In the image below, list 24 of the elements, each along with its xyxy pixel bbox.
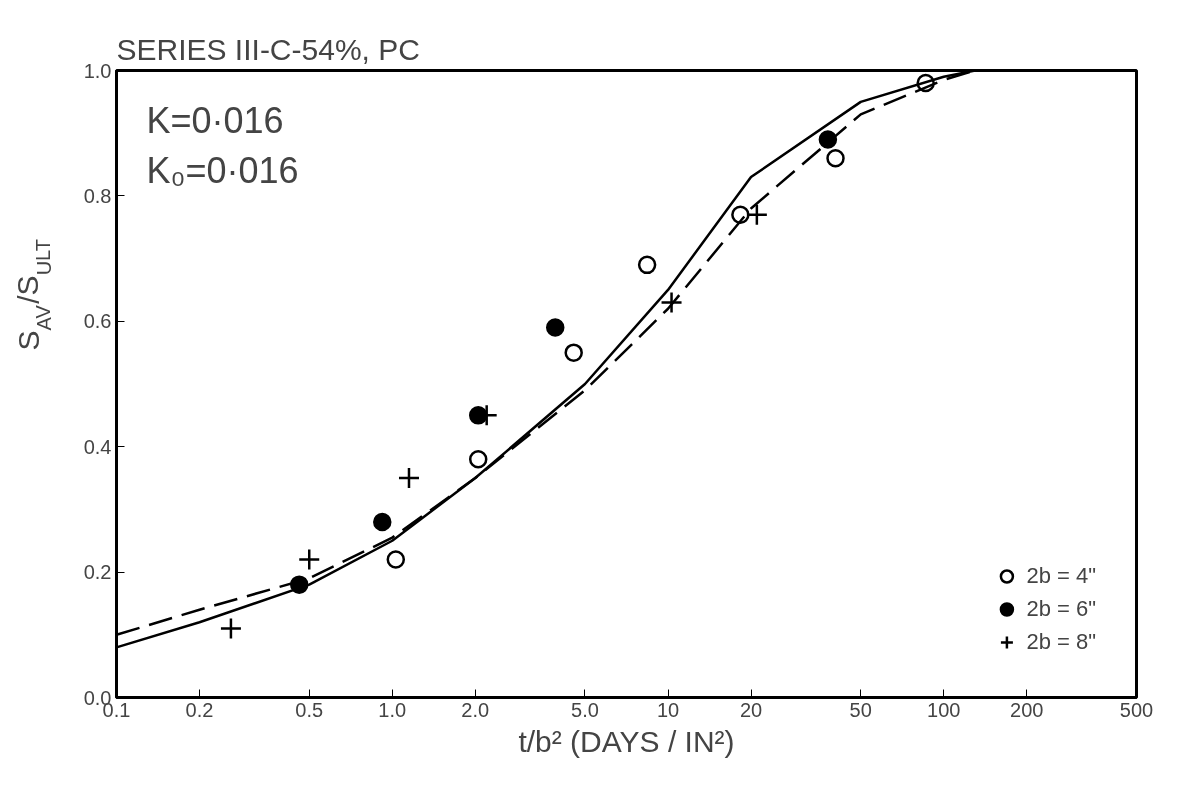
x-tick-label: 5.0	[571, 698, 599, 721]
x-tick-label: 20	[739, 698, 763, 721]
y-tick-label: 0.8	[83, 184, 112, 207]
legend-label: 2b = 8"	[1026, 629, 1096, 655]
x-axis-title: t/b² (DAYS / IN²)	[518, 724, 735, 758]
x-tick-label: 200	[1010, 698, 1044, 721]
x-tick-label: 0.5	[295, 698, 324, 721]
legend-label: 2b = 6"	[1026, 596, 1096, 622]
chart-title: SERIES III-C-54%, PC	[116, 32, 420, 66]
y-tick-label: 0.6	[83, 310, 112, 333]
x-tick-label: 500	[1119, 698, 1154, 721]
x-tick-label: 50	[849, 698, 872, 721]
y-tick-label: 1.0	[83, 59, 112, 82]
x-tick-label: 10	[656, 698, 680, 721]
annotation: K₀=0·016	[146, 149, 299, 191]
x-tick-label: 100	[927, 698, 961, 721]
y-axis-title: SAV/SULT	[11, 239, 55, 351]
x-tick-label: 0.2	[185, 698, 214, 721]
y-tick-label: 0.2	[83, 561, 112, 584]
x-tick-label: 1.0	[378, 698, 407, 721]
legend-label: 2b = 4"	[1026, 563, 1096, 589]
x-tick-label: 2.0	[461, 698, 490, 721]
y-tick-label: 0.4	[83, 435, 112, 458]
annotation: K=0·016	[146, 99, 284, 141]
